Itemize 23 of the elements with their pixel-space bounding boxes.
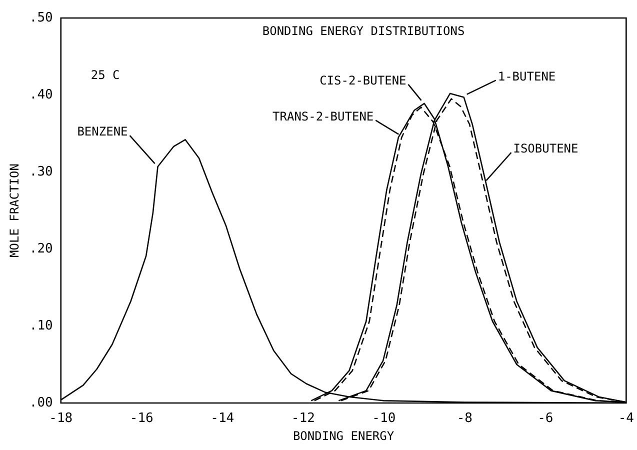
x-tick-label: -14 — [210, 411, 234, 426]
x-tick-label: -16 — [130, 411, 154, 426]
text: ISOBUTENE — [513, 142, 578, 156]
y-tick-label: .20 — [29, 241, 53, 256]
x-tick-label: -4 — [618, 411, 634, 426]
y-tick-label: .10 — [29, 318, 53, 334]
y-axis-title: MOLE FRACTION — [7, 164, 22, 258]
text: BENZENE — [77, 124, 128, 139]
text: BONDING ENERGY DISTRIBUTIONS — [262, 24, 465, 38]
series-label: CIS-2-BUTENE — [320, 74, 406, 88]
y-tick-label: .40 — [29, 87, 53, 102]
y-tick-label: .30 — [29, 164, 53, 180]
y-tick-label: .50 — [29, 10, 53, 26]
x-tick-label: -10 — [372, 411, 396, 426]
text: TRANS-2-BUTENE — [272, 109, 374, 124]
y-tick-label: .00 — [29, 395, 53, 410]
x-axis-title: BONDING ENERGY — [292, 428, 395, 443]
x-tick-label: -8 — [456, 411, 472, 426]
x-tick-label: -18 — [49, 411, 73, 426]
text: 1-BUTENE — [498, 69, 556, 84]
annotation: 25 C — [90, 68, 120, 82]
x-tick-label: -6 — [538, 411, 554, 426]
x-tick-label: -12 — [291, 411, 315, 426]
